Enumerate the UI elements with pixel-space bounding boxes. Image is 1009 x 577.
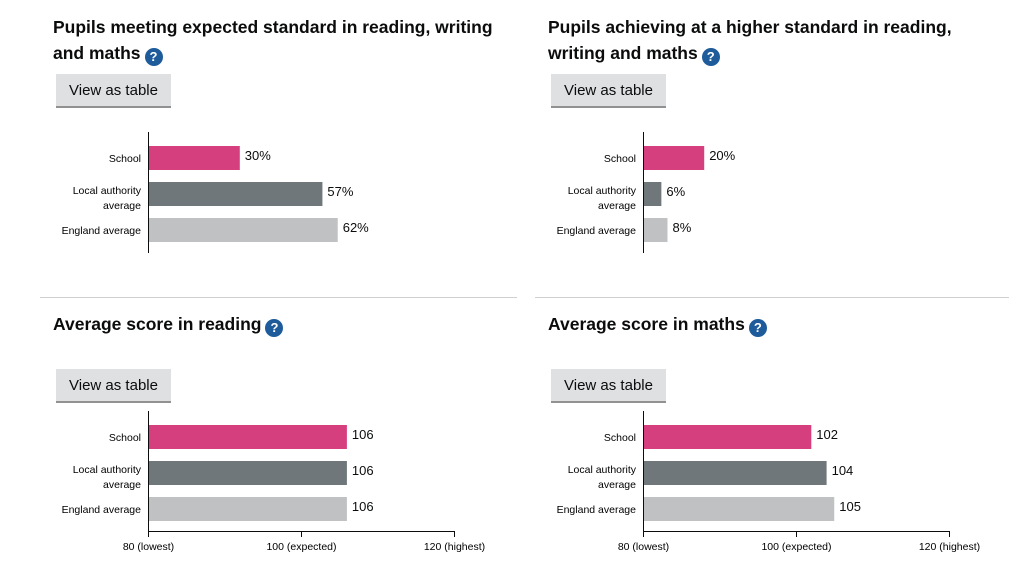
x-tick-label: 100 (expected) bbox=[266, 541, 336, 553]
help-icon[interactable]: ? bbox=[265, 319, 284, 337]
category-label-england: England average bbox=[62, 504, 142, 516]
data-label-local-authority: 6% bbox=[666, 184, 685, 199]
chart-title-text: Pupils meeting expected standard in read… bbox=[53, 17, 493, 63]
bar-local-authority bbox=[643, 182, 662, 206]
bar-england bbox=[643, 497, 835, 521]
bar-school bbox=[643, 425, 812, 449]
bar-school bbox=[148, 425, 347, 449]
chart-title: Pupils meeting expected standard in read… bbox=[53, 14, 513, 66]
x-tick-label: 80 (lowest) bbox=[123, 541, 174, 553]
bar-chart: 30% School 57% Local authority average 62% Eng… bbox=[62, 132, 369, 253]
category-label-school: School bbox=[109, 432, 141, 444]
chart-title-text: Pupils achieving at a higher standard in… bbox=[548, 17, 952, 63]
category-label-local-authority: average bbox=[103, 200, 141, 212]
category-label-local-authority: average bbox=[598, 200, 636, 212]
category-label-local-authority: Local authority bbox=[73, 464, 142, 476]
view-as-table-button[interactable]: View as table bbox=[551, 74, 666, 108]
chart-panel-reading-score: Average score in reading? View as table 10… bbox=[40, 297, 518, 577]
bar-chart: 20% School 6% Local authority average 8% Engla… bbox=[557, 132, 736, 253]
help-icon[interactable]: ? bbox=[144, 48, 163, 66]
x-tick-label: 120 (highest) bbox=[919, 541, 980, 553]
data-label-local-authority: 57% bbox=[327, 184, 353, 199]
category-label-england: England average bbox=[557, 504, 637, 516]
category-label-england: England average bbox=[62, 225, 142, 237]
view-as-table-button[interactable]: View as table bbox=[56, 74, 171, 108]
data-label-local-authority: 106 bbox=[352, 463, 374, 478]
category-label-local-authority: average bbox=[598, 479, 636, 491]
chart-title: Pupils achieving at a higher standard in… bbox=[548, 14, 1008, 66]
bar-local-authority bbox=[643, 461, 827, 485]
category-label-local-authority: Local authority bbox=[568, 464, 637, 476]
bar-local-authority bbox=[148, 182, 323, 206]
help-icon[interactable]: ? bbox=[748, 319, 767, 337]
category-label-school: School bbox=[604, 432, 636, 444]
data-label-school: 20% bbox=[709, 148, 735, 163]
bar-chart: 102 School 104 Local authority average 105 Eng… bbox=[557, 411, 980, 553]
data-label-england: 62% bbox=[343, 220, 369, 235]
data-label-school: 106 bbox=[352, 427, 374, 442]
view-as-table-button[interactable]: View as table bbox=[551, 369, 666, 403]
bar-school bbox=[643, 146, 705, 170]
chart-title-text: Average score in reading bbox=[53, 314, 262, 334]
x-tick-label: 120 (highest) bbox=[424, 541, 485, 553]
bar-school bbox=[148, 146, 240, 170]
category-label-school: School bbox=[604, 153, 636, 165]
category-label-local-authority: Local authority bbox=[568, 185, 637, 197]
x-tick-label: 80 (lowest) bbox=[618, 541, 669, 553]
bar-england bbox=[643, 218, 668, 242]
bar-england bbox=[148, 497, 347, 521]
view-as-table-button[interactable]: View as table bbox=[56, 369, 171, 403]
data-label-england: 8% bbox=[672, 220, 691, 235]
data-label-school: 30% bbox=[245, 148, 271, 163]
category-label-local-authority: Local authority bbox=[73, 185, 142, 197]
category-label-school: School bbox=[109, 153, 141, 165]
category-label-local-authority: average bbox=[103, 479, 141, 491]
x-tick-label: 100 (expected) bbox=[761, 541, 831, 553]
chart-panel-maths-score: Average score in maths? View as table 102 S… bbox=[535, 297, 1009, 577]
bar-local-authority bbox=[148, 461, 347, 485]
data-label-england: 105 bbox=[839, 499, 861, 514]
chart-title: Average score in maths? bbox=[548, 311, 1008, 337]
data-label-england: 106 bbox=[352, 499, 374, 514]
bar-england bbox=[148, 218, 338, 242]
data-label-local-authority: 104 bbox=[832, 463, 854, 478]
chart-panel-expected-standard: Pupils meeting expected standard in read… bbox=[40, 0, 518, 280]
help-icon[interactable]: ? bbox=[701, 48, 720, 66]
data-label-school: 102 bbox=[816, 427, 838, 442]
category-label-england: England average bbox=[557, 225, 637, 237]
chart-title-text: Average score in maths bbox=[548, 314, 745, 334]
divider bbox=[535, 297, 1009, 298]
bar-chart: 106 School 106 Local authority average 106 Eng… bbox=[62, 411, 485, 553]
chart-panel-higher-standard: Pupils achieving at a higher standard in… bbox=[535, 0, 1009, 280]
divider bbox=[40, 297, 517, 298]
chart-title: Average score in reading? bbox=[53, 311, 513, 337]
